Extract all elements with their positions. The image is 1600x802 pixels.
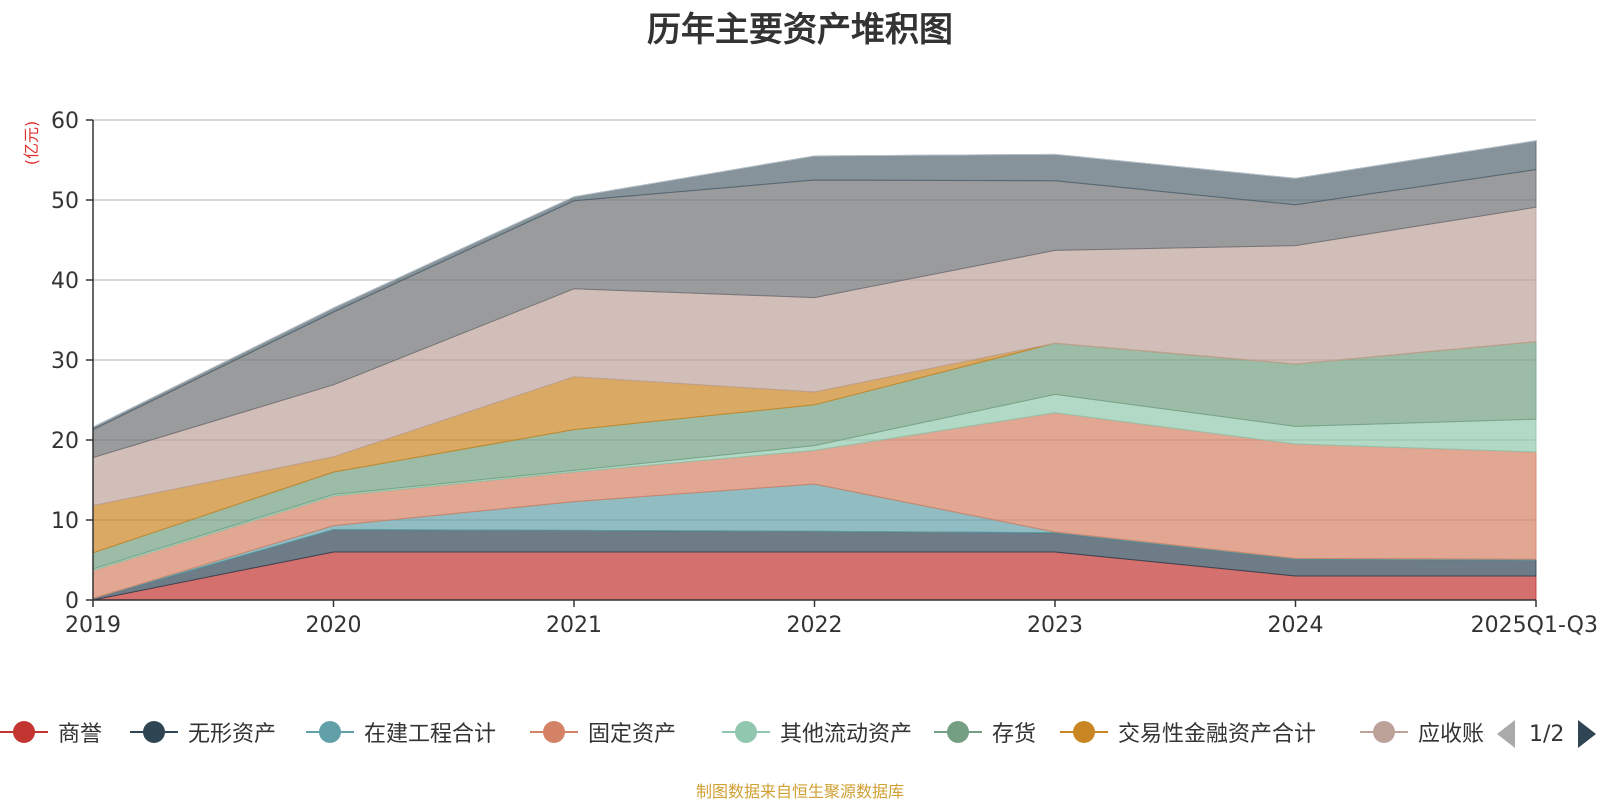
legend-line-icon [130, 721, 178, 743]
legend-dot-icon [1073, 721, 1095, 743]
legend-label: 存货 [992, 722, 1037, 747]
x-tick-label: 2019 [65, 613, 121, 638]
y-axis-label: (亿元) [22, 121, 41, 166]
data-source-note: 制图数据来自恒生聚源数据库 [695, 782, 904, 801]
x-tick-label: 2022 [787, 613, 843, 638]
area-series [92, 140, 1537, 601]
legend-page-indicator: 1/2 [1529, 721, 1565, 747]
x-tick-label: 2024 [1268, 613, 1324, 638]
legend-item[interactable]: 固定资产 [530, 712, 676, 752]
y-tick-label: 50 [51, 189, 79, 214]
legend-line-icon [934, 721, 982, 743]
legend-label: 交易性金融资产合计 [1118, 722, 1317, 747]
legend-dot-icon [13, 721, 35, 743]
legend: 商誉 无形资产 在建工程合计 固定资产 其他流动资产 存货 交易性金融资产合计 应收账款 [0, 712, 1485, 752]
legend-item[interactable]: 无形资产 [130, 712, 276, 752]
legend-next-page-icon[interactable] [1578, 720, 1597, 748]
legend-line-icon [1060, 721, 1108, 743]
legend-item[interactable]: 商誉 [0, 712, 102, 752]
x-tick-label: 2020 [306, 613, 362, 638]
x-tick-label: 2021 [546, 613, 602, 638]
legend-item[interactable]: 交易性金融资产合计 [1060, 712, 1316, 752]
axes: 0 10 20 30 40 50 60 2019 2020 2021 2022 2023 2024 202… [51, 109, 1598, 638]
legend-label: 应收账款 [1418, 722, 1485, 747]
chart-title: 历年主要资产堆积图 [647, 10, 953, 50]
area-series-11[interactable] [92, 140, 1537, 428]
legend-pager: 1/2 [1497, 716, 1597, 752]
legend-label: 在建工程合计 [364, 722, 497, 747]
legend-dot-icon [735, 721, 757, 743]
x-tick-label: 2025Q1-Q3 [1471, 613, 1598, 638]
legend-label: 其他流动资产 [780, 722, 913, 747]
x-tick-label: 2023 [1027, 613, 1083, 638]
legend-item[interactable]: 存货 [934, 712, 1036, 752]
legend-line-icon [0, 721, 48, 743]
legend-dot-icon [143, 721, 165, 743]
legend-line-icon [530, 721, 578, 743]
legend-dot-icon [1373, 721, 1395, 743]
legend-line-icon [722, 721, 770, 743]
y-tick-label: 40 [51, 269, 79, 294]
y-tick-label: 20 [51, 429, 79, 454]
legend-item[interactable]: 在建工程合计 [306, 712, 496, 752]
legend-item[interactable]: 其他流动资产 [722, 712, 912, 752]
y-tick-label: 60 [51, 109, 79, 134]
legend-item[interactable]: 应收账款 [1360, 712, 1485, 752]
legend-dot-icon [543, 721, 565, 743]
legend-label: 商誉 [58, 722, 103, 747]
legend-line-icon [1360, 721, 1408, 743]
legend-line-icon [306, 721, 354, 743]
y-tick-label: 10 [51, 509, 79, 534]
legend-dot-icon [947, 721, 969, 743]
legend-dot-icon [319, 721, 341, 743]
legend-label: 固定资产 [588, 722, 677, 747]
y-tick-label: 0 [65, 589, 79, 614]
legend-prev-page-icon[interactable] [1497, 720, 1515, 748]
legend-label: 无形资产 [188, 722, 277, 747]
y-tick-label: 30 [51, 349, 79, 374]
